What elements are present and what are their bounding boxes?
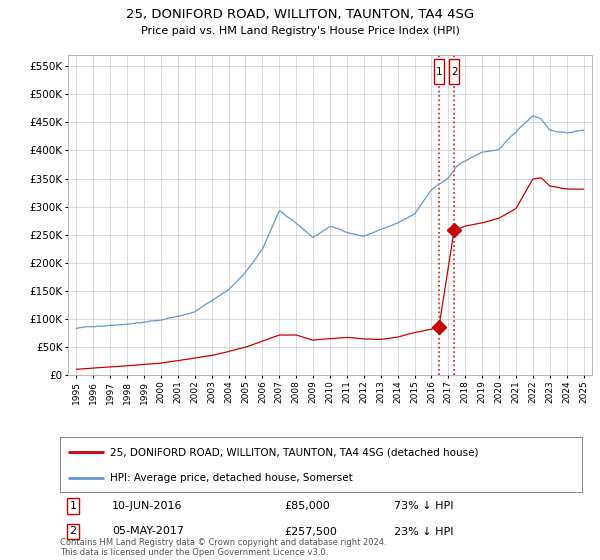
Text: 1: 1 xyxy=(70,501,77,511)
Text: 25, DONIFORD ROAD, WILLITON, TAUNTON, TA4 4SG: 25, DONIFORD ROAD, WILLITON, TAUNTON, TA… xyxy=(126,8,474,21)
Text: 2: 2 xyxy=(70,526,77,536)
Text: £85,000: £85,000 xyxy=(284,501,330,511)
Text: 1: 1 xyxy=(436,67,442,77)
Text: 73% ↓ HPI: 73% ↓ HPI xyxy=(394,501,454,511)
Text: 05-MAY-2017: 05-MAY-2017 xyxy=(112,526,184,536)
FancyBboxPatch shape xyxy=(434,59,443,84)
Text: Price paid vs. HM Land Registry's House Price Index (HPI): Price paid vs. HM Land Registry's House … xyxy=(140,26,460,36)
Text: £257,500: £257,500 xyxy=(284,526,337,536)
Text: 10-JUN-2016: 10-JUN-2016 xyxy=(112,501,182,511)
Text: 23% ↓ HPI: 23% ↓ HPI xyxy=(394,526,454,536)
Text: 2: 2 xyxy=(451,67,457,77)
Text: Contains HM Land Registry data © Crown copyright and database right 2024.
This d: Contains HM Land Registry data © Crown c… xyxy=(60,538,386,557)
FancyBboxPatch shape xyxy=(449,59,459,84)
Text: HPI: Average price, detached house, Somerset: HPI: Average price, detached house, Some… xyxy=(110,473,352,483)
Text: 25, DONIFORD ROAD, WILLITON, TAUNTON, TA4 4SG (detached house): 25, DONIFORD ROAD, WILLITON, TAUNTON, TA… xyxy=(110,447,478,458)
